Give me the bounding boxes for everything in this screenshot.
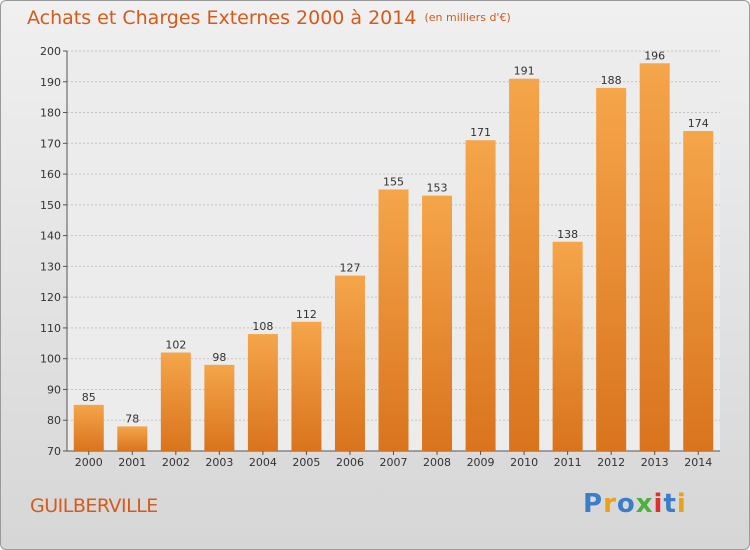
bar-value-label: 196	[644, 49, 665, 62]
bar-value-label: 98	[212, 351, 226, 364]
x-tick-label: 2014	[684, 456, 712, 469]
bar-value-label: 155	[383, 175, 404, 188]
chart-title-text: Achats et Charges Externes 2000 à 2014	[27, 7, 417, 29]
bar	[160, 352, 191, 451]
chart-unit: (en milliers d'€)	[424, 11, 511, 24]
bar	[509, 78, 540, 451]
bar	[73, 404, 104, 451]
logo-letter: i	[653, 489, 664, 519]
bar-value-label: 138	[557, 228, 578, 241]
y-tick-label: 150	[40, 199, 61, 212]
logo-letter: o	[616, 489, 636, 519]
proxiti-logo: Proxiti	[583, 489, 687, 519]
bar	[204, 364, 235, 451]
bar-value-label: 153	[427, 182, 448, 195]
chart-title: Achats et Charges Externes 2000 à 2014 (e…	[27, 7, 511, 29]
bar	[378, 189, 409, 451]
y-tick-label: 200	[40, 45, 61, 58]
x-tick-label: 2000	[75, 456, 103, 469]
y-tick-label: 80	[47, 414, 61, 427]
y-tick-label: 70	[47, 445, 61, 458]
x-tick-label: 2004	[249, 456, 277, 469]
x-tick-label: 2005	[292, 456, 320, 469]
x-tick-label: 2001	[118, 456, 146, 469]
x-tick-label: 2012	[597, 456, 625, 469]
x-tick-label: 2011	[554, 456, 582, 469]
y-tick-label: 190	[40, 76, 61, 89]
y-tick-label: 130	[40, 260, 61, 273]
x-tick-label: 2002	[162, 456, 190, 469]
logo-letter: i	[676, 489, 687, 519]
bar-value-label: 102	[165, 339, 186, 352]
x-tick-label: 2008	[423, 456, 451, 469]
bar-value-label: 78	[125, 412, 139, 425]
logo-letter: x	[635, 489, 654, 519]
bar	[465, 140, 496, 451]
y-tick-label: 160	[40, 168, 61, 181]
bar	[291, 321, 322, 451]
bar	[334, 275, 365, 451]
y-tick-label: 100	[40, 353, 61, 366]
x-tick-label: 2006	[336, 456, 364, 469]
y-tick-label: 180	[40, 107, 61, 120]
bar	[422, 195, 453, 451]
y-tick-label: 170	[40, 137, 61, 150]
y-tick-label: 120	[40, 291, 61, 304]
bar-value-label: 171	[470, 126, 491, 139]
bar	[247, 334, 278, 451]
bar	[117, 426, 148, 451]
bar-value-label: 85	[82, 391, 96, 404]
x-tick-label: 2003	[205, 456, 233, 469]
logo-letter: t	[663, 489, 677, 519]
bar-value-label: 188	[601, 74, 622, 87]
x-tick-label: 2010	[510, 456, 538, 469]
logo-letter: r	[603, 489, 617, 519]
bar-value-label: 174	[688, 117, 709, 130]
logo-letter: P	[583, 489, 604, 519]
y-tick-label: 90	[47, 383, 61, 396]
x-tick-label: 2009	[467, 456, 495, 469]
bar-value-label: 127	[339, 262, 360, 275]
x-tick-label: 2007	[380, 456, 408, 469]
commune-name: GUILBERVILLE	[30, 495, 158, 517]
bar-value-label: 108	[252, 320, 273, 333]
bar	[639, 63, 670, 452]
bar-value-label: 112	[296, 308, 317, 321]
bar	[596, 87, 627, 451]
bar	[683, 131, 714, 451]
x-tick-label: 2013	[641, 456, 669, 469]
y-tick-label: 110	[40, 322, 61, 335]
y-tick-label: 140	[40, 230, 61, 243]
bar-value-label: 191	[514, 65, 535, 78]
bar	[552, 241, 583, 451]
